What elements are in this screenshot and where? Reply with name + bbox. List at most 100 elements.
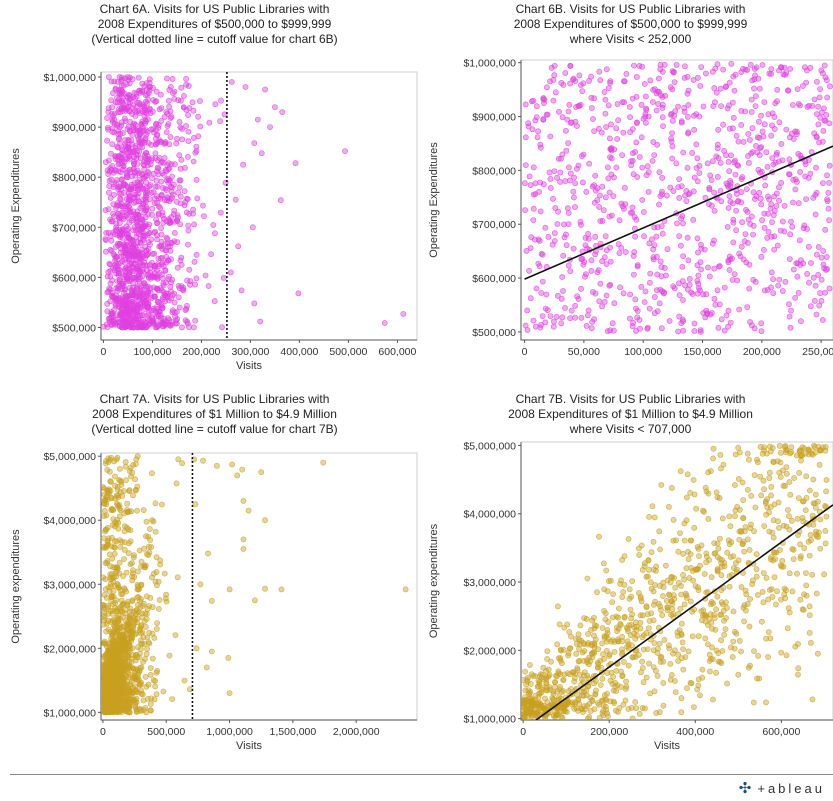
data-point [619,99,626,105]
data-point [567,170,574,177]
data-point [140,232,147,239]
data-point [585,307,592,314]
data-point [772,601,779,608]
data-point [114,202,120,209]
data-point [823,488,829,495]
data-point [144,107,151,114]
data-point [670,611,676,617]
data-point [608,121,614,128]
data-point [190,134,197,141]
data-point [771,549,778,556]
data-point [811,130,818,137]
data-point [716,301,723,308]
data-point [262,585,268,592]
data-point [543,291,550,298]
data-point [118,87,124,93]
data-point [730,219,737,226]
data-point [679,639,686,646]
data-point [600,560,607,567]
data-point [560,677,567,683]
data-point [815,103,822,110]
data-point [691,126,697,133]
data-point [766,475,773,481]
data-point [679,263,686,270]
y-tick-label: $4,000,000 [43,515,96,527]
data-point [705,515,712,522]
data-point [251,140,258,146]
data-point [169,307,176,314]
data-point [807,303,814,310]
data-point [696,553,702,559]
data-point [685,129,692,136]
data-point [654,141,661,148]
data-point [101,695,108,701]
data-point [788,517,795,524]
data-point [559,274,566,280]
data-point [120,82,127,89]
data-point [152,677,159,684]
data-point [697,692,703,699]
data-point [759,62,766,68]
data-point [810,274,817,281]
data-point [711,189,717,196]
data-point [760,477,767,484]
data-point [163,290,170,297]
data-point [183,305,190,312]
data-point [826,285,833,292]
data-point [105,109,112,115]
data-point [548,64,555,71]
data-point [586,160,593,167]
data-point [701,571,708,577]
data-point [131,274,137,281]
data-point [629,578,636,584]
data-point [824,172,830,179]
data-point [600,712,607,719]
data-point [102,586,109,593]
chart-6a-title: Chart 6A. Visits for US Public Libraries… [10,2,419,47]
data-point [591,625,598,632]
data-point [104,137,110,144]
data-point [688,537,694,544]
data-point [115,266,122,273]
data-point [554,174,561,181]
data-point [158,105,165,111]
data-point [144,634,151,641]
data-point [242,84,249,90]
data-point [101,484,106,491]
data-point [735,671,742,678]
data-point [751,472,758,478]
data-point [654,650,661,656]
data-point [135,231,142,237]
data-point [659,230,666,237]
data-point [145,250,152,257]
data-point [169,76,176,82]
data-point [226,690,233,696]
data-point [174,239,181,245]
data-point [702,635,709,642]
data-point [818,297,825,304]
data-point [134,249,141,255]
data-point [715,545,722,552]
data-point [144,289,151,296]
data-point [610,637,616,644]
data-point [114,454,121,461]
data-point [806,552,813,559]
data-point [763,635,769,642]
data-point [796,237,803,244]
data-point [550,77,557,83]
data-point [638,101,645,108]
data-point [213,462,220,469]
data-point [765,111,772,118]
data-point [210,222,217,228]
data-point [725,184,732,190]
data-point [622,685,629,692]
data-point [689,633,696,640]
data-point [149,175,155,181]
data-point [654,271,661,278]
data-point [145,639,152,646]
data-point [824,196,830,203]
data-point [570,245,577,252]
data-point [145,140,152,146]
data-point [753,551,760,558]
data-point [145,322,151,329]
